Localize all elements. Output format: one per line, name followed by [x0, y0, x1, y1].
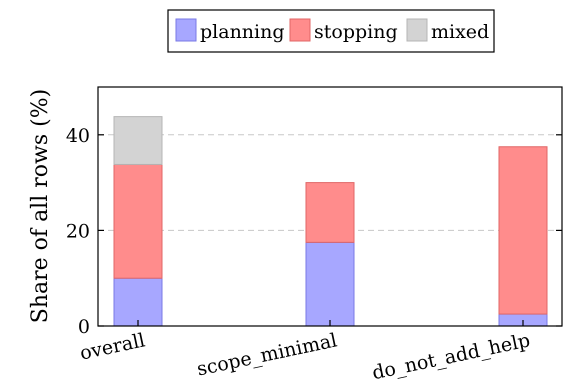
bar-mixed-overall [113, 116, 163, 165]
bar-stopping-scope_minimal [305, 182, 355, 243]
x-tick-label: scope_minimal [195, 329, 339, 380]
bar-stopping-overall [113, 163, 163, 279]
legend-swatch-stopping [289, 18, 311, 42]
legend-label-stopping: stopping [314, 21, 398, 43]
bars [113, 116, 548, 327]
y-tick-label: 0 [78, 316, 90, 338]
y-axis-ticks: 0 20 40 [66, 125, 562, 338]
legend-swatch-planning [175, 18, 197, 42]
legend: planning stopping mixed [167, 9, 495, 53]
legend-box [167, 9, 495, 53]
y-tick-label: 20 [66, 220, 90, 242]
bar-stopping-do_not_add_help [498, 146, 548, 315]
x-tick-label: do_not_add_help [370, 329, 532, 384]
bar-planning-scope_minimal [305, 241, 355, 327]
bar-planning-overall [113, 277, 163, 327]
x-axis-ticks: overall scope_minimal do_not_add_help [78, 320, 532, 384]
y-axis-title: Share of all rows (%) [28, 89, 53, 323]
legend-label-mixed: mixed [431, 21, 489, 43]
y-tick-label: 40 [66, 125, 90, 147]
legend-label-planning: planning [200, 21, 285, 43]
legend-swatch-mixed [406, 18, 428, 42]
